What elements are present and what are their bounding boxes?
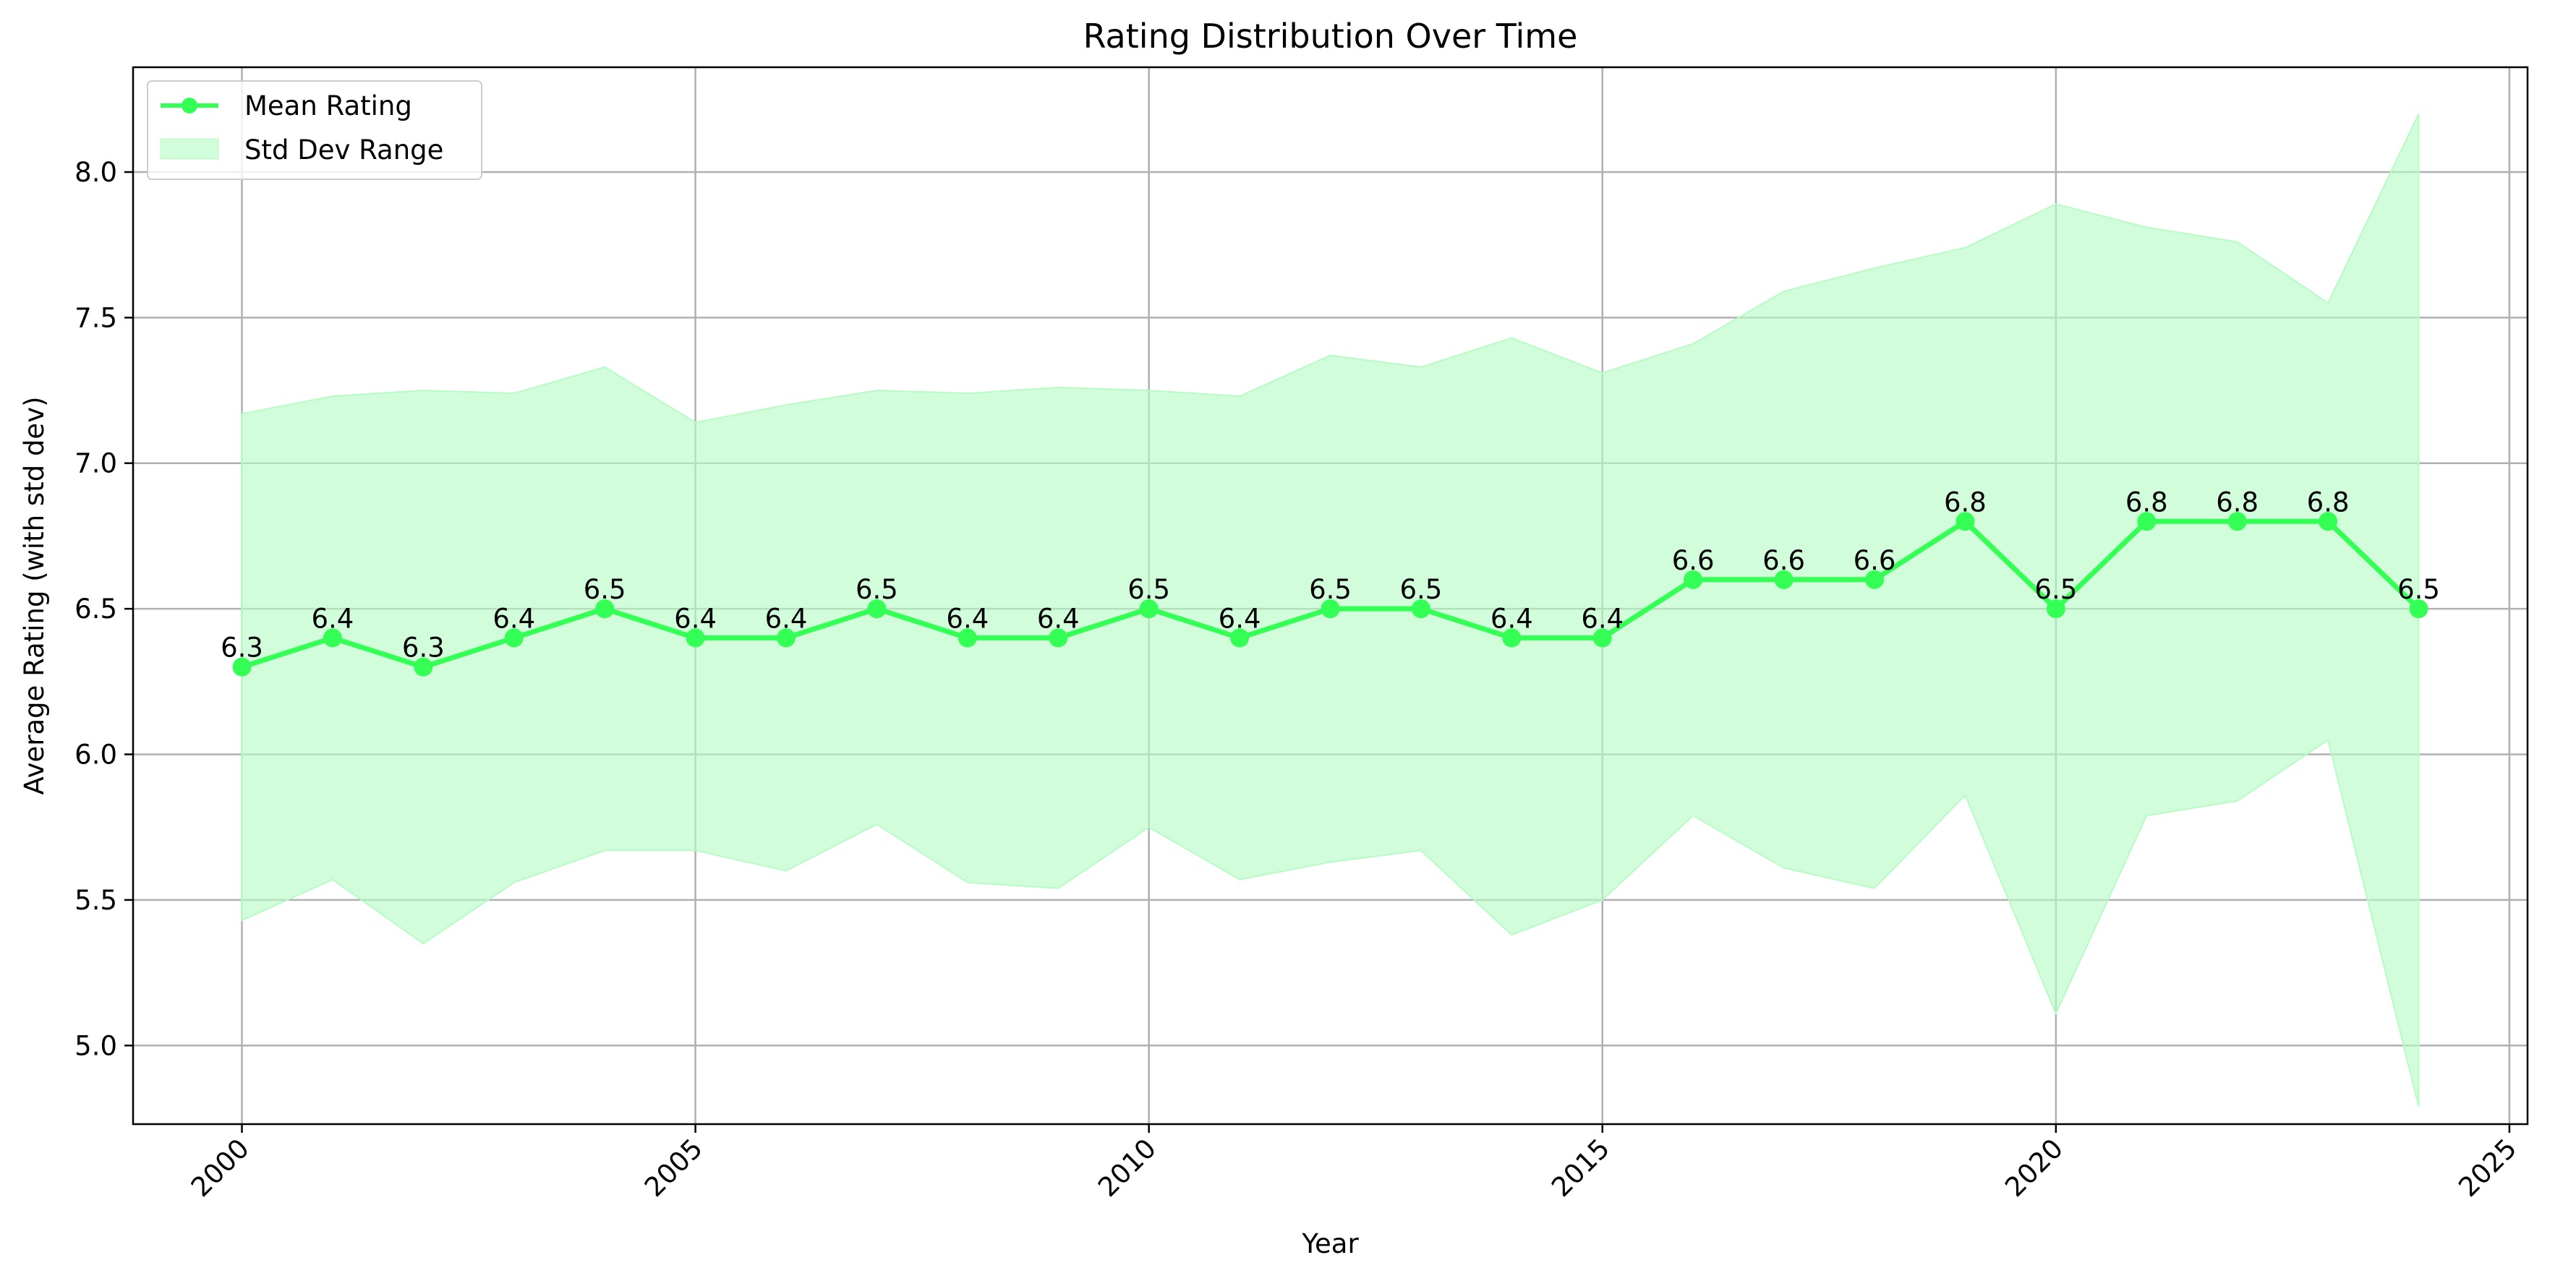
mean-rating-marker	[232, 657, 252, 677]
mean-rating-marker	[958, 628, 977, 648]
y-tick-label: 8.0	[74, 157, 117, 188]
x-tick-label: 2025	[2452, 1133, 2522, 1203]
mean-rating-marker	[1502, 628, 1522, 648]
data-label: 6.3	[221, 633, 263, 664]
mean-rating-marker	[1592, 628, 1612, 648]
mean-rating-marker	[414, 657, 433, 677]
legend-box	[147, 80, 482, 180]
mean-rating-marker	[2046, 599, 2065, 619]
data-label: 6.5	[2397, 574, 2440, 605]
data-label-layer: 6.3 6.4 6.3 6.4 6.5 6.4 6.4 6.5 6.4 6.4 6.5 6.4 6.5 6…	[221, 487, 2440, 663]
mean-rating-marker	[2137, 512, 2157, 531]
data-label: 6.5	[584, 574, 626, 605]
data-label: 6.4	[946, 603, 989, 634]
data-label: 6.3	[402, 633, 445, 664]
mean-rating-marker	[1684, 570, 1703, 589]
mean-rating-marker	[2319, 512, 2338, 531]
data-label: 6.4	[1219, 603, 1261, 634]
legend-label-std-dev-range: Std Dev Range	[244, 134, 443, 166]
mean-rating-marker	[2409, 599, 2428, 619]
mean-rating-marker	[1956, 512, 1975, 531]
mean-rating-marker	[1049, 628, 1068, 648]
data-label: 6.6	[1672, 545, 1715, 576]
legend-band-swatch	[160, 138, 219, 160]
mean-rating-marker	[1865, 570, 1884, 589]
x-tick-label: 2020	[1999, 1133, 2069, 1203]
mean-rating-marker	[323, 628, 342, 648]
mean-rating-marker	[595, 599, 615, 619]
y-tick-label: 7.5	[74, 302, 117, 333]
data-label: 6.4	[765, 603, 808, 634]
y-tick-label: 6.5	[74, 594, 117, 625]
mean-rating-marker	[867, 599, 887, 619]
mean-rating-marker	[1321, 599, 1340, 619]
data-label: 6.4	[1490, 603, 1533, 634]
x-tick-label: 2005	[639, 1133, 709, 1203]
data-label: 6.5	[856, 574, 898, 605]
data-label: 6.6	[1854, 545, 1896, 576]
data-label: 6.4	[492, 603, 535, 634]
x-tick-label: 2015	[1545, 1133, 1616, 1203]
legend-marker-swatch	[182, 98, 197, 113]
data-label: 6.8	[2307, 487, 2350, 518]
plot-frame	[132, 66, 2529, 1126]
data-label: 6.4	[1581, 603, 1624, 634]
data-label: 6.8	[2216, 487, 2259, 518]
data-label: 6.8	[2125, 487, 2168, 518]
data-label: 6.5	[2034, 574, 2077, 605]
mean-rating-marker	[1139, 599, 1159, 619]
y-tick-label: 5.5	[74, 885, 117, 916]
mean-rating-marker	[777, 628, 796, 648]
mean-rating-marker	[1774, 570, 1794, 589]
legend-label-mean-rating: Mean Rating	[244, 90, 412, 121]
mean-rating-marker-layer	[232, 512, 2428, 677]
mean-rating-marker	[686, 628, 705, 648]
data-label: 6.4	[311, 603, 354, 634]
legend: Mean Rating Std Dev Range	[147, 80, 482, 180]
y-tick-label: 7.0	[74, 448, 117, 479]
mean-rating-marker	[504, 628, 524, 648]
data-label: 6.6	[1762, 545, 1805, 576]
data-label: 6.5	[1309, 574, 1352, 605]
mean-rating-marker	[2227, 512, 2247, 531]
data-label: 6.8	[1944, 487, 1987, 518]
y-tick-label: 6.0	[74, 740, 117, 771]
mean-rating-marker	[1411, 599, 1430, 619]
chart-title: Rating Distribution Over Time	[1083, 17, 1578, 56]
y-tick-label: 5.0	[74, 1030, 117, 1061]
x-axis-label: Year	[1301, 1228, 1359, 1259]
data-label: 6.4	[674, 603, 717, 634]
y-axis-label: Average Rating (with std dev)	[19, 396, 50, 794]
x-tick-label: 2000	[185, 1133, 255, 1203]
data-label: 6.5	[1399, 574, 1442, 605]
x-tick-label: 2010	[1092, 1133, 1162, 1203]
mean-rating-marker	[1230, 628, 1250, 648]
data-label: 6.4	[1037, 603, 1080, 634]
data-label: 6.5	[1127, 574, 1170, 605]
